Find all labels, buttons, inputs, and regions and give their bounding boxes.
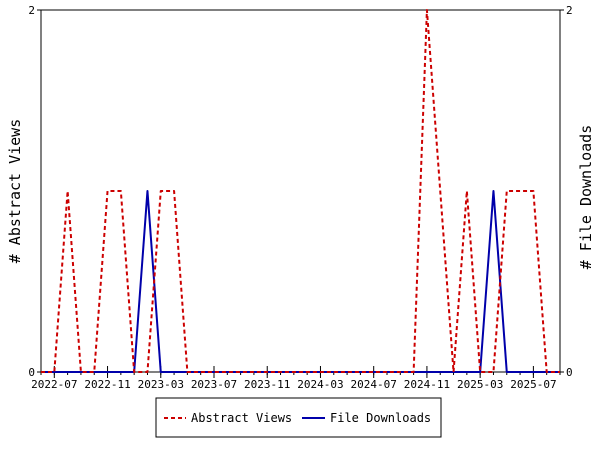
x-tick-label: 2023-11 xyxy=(244,378,290,391)
legend-box xyxy=(155,397,442,438)
legend-label-abstract-views: Abstract Views xyxy=(191,411,292,425)
y-right-tick-label: 2 xyxy=(566,4,573,17)
legend-label-file-downloads: File Downloads xyxy=(330,411,431,425)
series-layer xyxy=(41,9,560,373)
right-axis-title: # File Downloads xyxy=(577,125,595,270)
y-left-tick-label: 2 xyxy=(28,4,35,17)
x-tick-label: 2022-11 xyxy=(84,378,130,391)
x-tick-label: 2022-07 xyxy=(31,378,77,391)
x-tick-label: 2025-03 xyxy=(457,378,503,391)
x-tick-label: 2024-03 xyxy=(297,378,343,391)
x-tick-label: 2024-11 xyxy=(404,378,450,391)
series-line-abstract-views xyxy=(41,9,560,373)
left-axis-title: # Abstract Views xyxy=(6,119,24,264)
y-right-tick-label: 0 xyxy=(566,366,573,379)
x-tick-label: 2023-07 xyxy=(191,378,237,391)
x-tick-label: 2024-07 xyxy=(351,378,397,391)
x-tick-label: 2025-07 xyxy=(510,378,556,391)
x-tick-label: 2023-03 xyxy=(138,378,184,391)
y-left-tick-label: 0 xyxy=(28,366,35,379)
x-axis-ticks: 2022-07 2022-11 2023-03 2023-07 2023-11 2024-… xyxy=(31,366,561,391)
legend: Abstract Views File Downloads xyxy=(155,397,442,438)
plot-area xyxy=(40,9,561,373)
y-axis-ticks: 0 2 0 2 xyxy=(28,4,572,379)
